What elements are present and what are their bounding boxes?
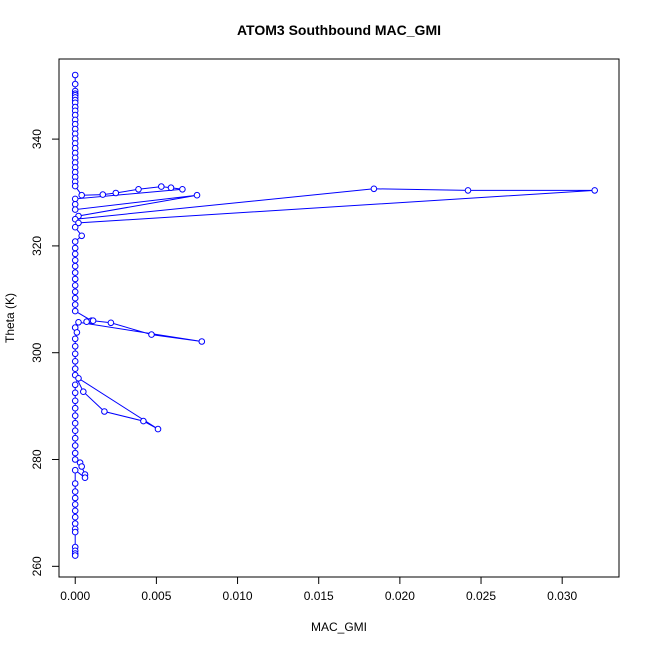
data-point — [71, 350, 79, 358]
y-tick-label: 300 — [30, 342, 44, 362]
data-point — [135, 186, 142, 193]
data-point — [78, 191, 85, 199]
data-point — [71, 80, 79, 88]
x-axis: 0.000 0.005 0.010 0.015 0.020 0.025 0.030 — [60, 576, 578, 603]
data-point — [591, 187, 599, 194]
data-point — [71, 250, 79, 258]
data-point — [71, 488, 79, 495]
data-point — [71, 238, 79, 245]
data-point — [179, 186, 186, 193]
data-point — [83, 318, 90, 326]
data-point — [71, 294, 79, 302]
y-axis-label: Theta (K) — [3, 293, 17, 343]
x-tick-label: 0.015 — [304, 589, 334, 603]
data-point — [71, 288, 79, 296]
data-point — [75, 375, 82, 382]
data-point — [71, 282, 79, 289]
data-point — [71, 275, 79, 283]
data-point — [99, 191, 107, 198]
data-point — [71, 412, 79, 420]
data-point — [370, 185, 378, 193]
data-point — [75, 319, 82, 326]
data-point — [148, 331, 155, 338]
data-point — [71, 206, 79, 213]
y-tick-label: 340 — [30, 129, 44, 149]
data-point — [80, 388, 87, 396]
data-point — [101, 408, 108, 415]
data-point — [71, 223, 79, 231]
data-point — [112, 189, 120, 197]
data-point — [71, 520, 79, 527]
data-point — [167, 184, 175, 191]
data-point — [71, 494, 79, 502]
data-point — [71, 456, 79, 463]
data-point — [71, 71, 79, 79]
data-point — [73, 329, 81, 336]
data-point — [71, 466, 79, 474]
x-tick-label: 0.000 — [60, 589, 90, 603]
x-tick-label: 0.010 — [223, 589, 253, 603]
data-point — [158, 183, 165, 190]
x-tick-label: 0.030 — [547, 589, 577, 603]
data-point — [71, 404, 79, 412]
data-point — [71, 257, 79, 264]
data-point — [71, 442, 79, 449]
data-point — [71, 434, 79, 442]
data-point — [71, 343, 79, 350]
data-point — [71, 301, 79, 308]
y-axis: 260 280 300 320 340 — [30, 129, 60, 576]
data-point — [78, 463, 85, 470]
data-point — [71, 307, 79, 315]
series-layer — [71, 71, 599, 559]
data-point — [140, 417, 147, 425]
x-tick-label: 0.025 — [466, 589, 496, 603]
data-point — [464, 187, 472, 194]
data-point — [71, 262, 79, 270]
y-tick-label: 280 — [30, 449, 44, 469]
data-point — [71, 335, 79, 343]
data-point — [71, 244, 79, 252]
x-tick-label: 0.005 — [141, 589, 171, 603]
data-point — [107, 319, 115, 327]
y-tick-label: 260 — [30, 556, 44, 576]
data-point — [71, 552, 79, 559]
data-point — [71, 427, 79, 435]
y-tick-label: 320 — [30, 236, 44, 256]
data-point — [71, 507, 79, 515]
data-point — [71, 182, 79, 190]
data-point — [198, 338, 206, 345]
data-point — [81, 474, 89, 482]
data-point — [89, 317, 97, 325]
chart-title: ATOM3 Southbound MAC_GMI — [237, 22, 441, 38]
data-point — [71, 389, 79, 397]
data-point — [71, 358, 79, 365]
data-point — [71, 449, 79, 457]
data-point — [71, 419, 79, 427]
data-point — [71, 381, 79, 389]
data-point — [71, 501, 79, 508]
data-point — [71, 480, 79, 487]
data-point — [71, 397, 79, 405]
data-point — [71, 365, 79, 373]
data-point — [71, 513, 79, 521]
data-point — [154, 425, 162, 433]
data-point — [71, 269, 79, 276]
x-tick-label: 0.020 — [385, 589, 415, 603]
data-point — [71, 195, 79, 203]
data-point — [78, 232, 85, 240]
data-point — [75, 219, 82, 227]
data-point — [71, 528, 79, 536]
data-point — [193, 191, 201, 199]
x-axis-label: MAC_GMI — [311, 620, 367, 634]
data-point — [71, 201, 79, 208]
